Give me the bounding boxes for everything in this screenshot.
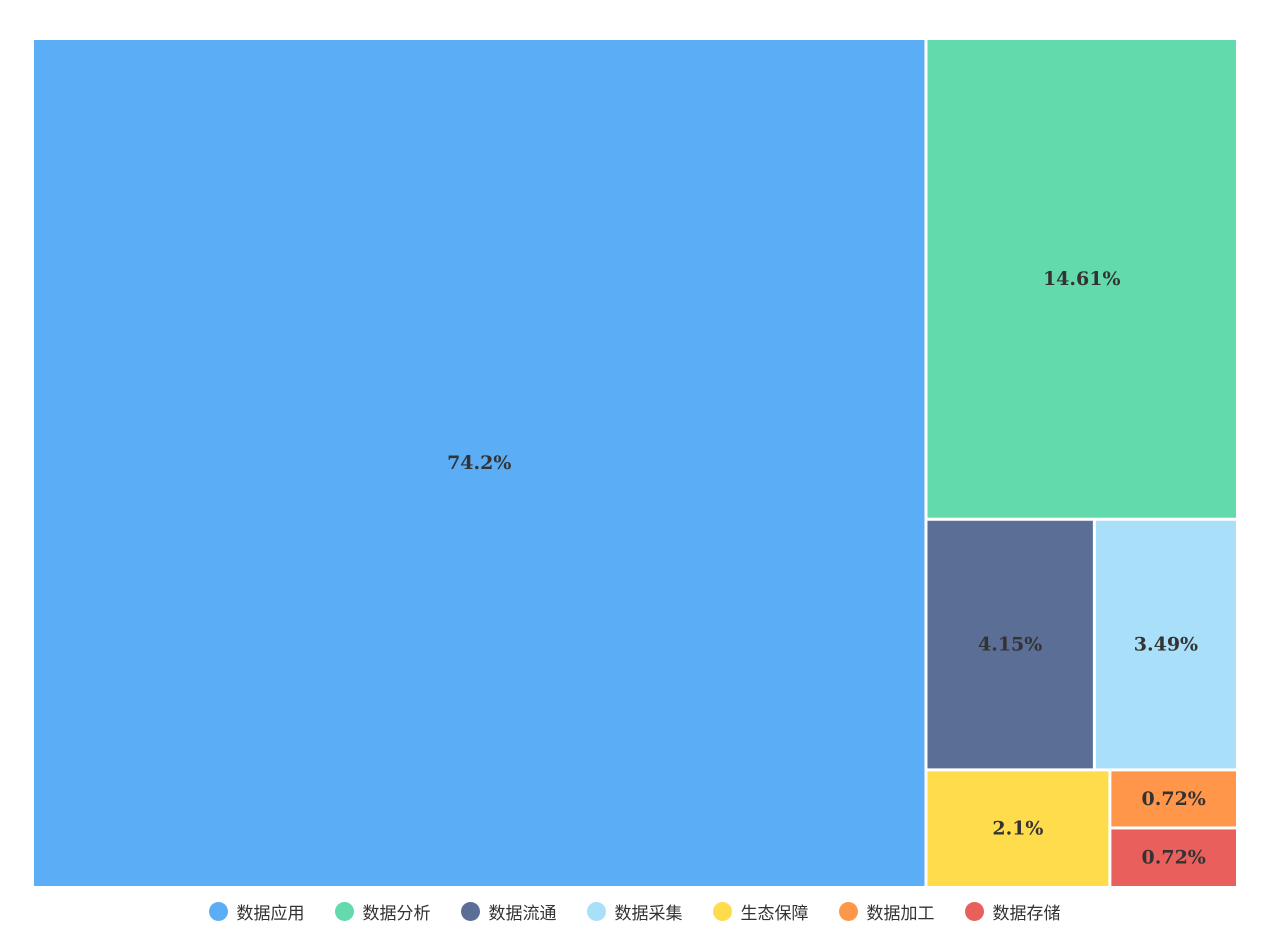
treemap-label-5: 2.1%: [992, 818, 1043, 840]
treemap-tile-1[interactable]: [34, 40, 925, 886]
treemap-label-7: 0.72%: [1142, 847, 1206, 869]
treemap-labels: 74.2% 14.61% 4.15% 3.49% 2.1% 0.72% 0.72%: [447, 268, 1206, 869]
treemap-label-2: 14.61%: [1043, 268, 1121, 290]
treemap-tile-6[interactable]: [1111, 771, 1236, 827]
legend-item-7[interactable]: 数据存储: [964, 899, 1061, 924]
legend-label: 数据应用: [236, 903, 305, 924]
treemap-tile-3[interactable]: [927, 520, 1093, 769]
treemap-label-1: 74.2%: [447, 452, 511, 474]
legend-item-4[interactable]: 数据采集: [586, 899, 683, 924]
legend-dot-icon: [586, 901, 606, 921]
treemap-tiles: [34, 40, 1236, 886]
legend-label: 数据存储: [992, 903, 1061, 924]
legend-item-6[interactable]: 数据加工: [838, 899, 935, 924]
legend: 数据应用 数据分析 数据流通 数据采集 生态保障 数据加工 数据存储: [0, 897, 1269, 925]
legend-dot-icon: [460, 901, 480, 921]
legend-item-2[interactable]: 数据分析: [334, 899, 431, 924]
legend-dot-icon: [712, 901, 732, 921]
legend-dot-icon: [334, 901, 354, 921]
treemap-label-3: 4.15%: [978, 634, 1042, 656]
treemap-label-4: 3.49%: [1134, 634, 1198, 656]
legend-dot-icon: [838, 901, 858, 921]
treemap-tile-4[interactable]: [1095, 520, 1236, 769]
legend-dot-icon: [208, 901, 228, 921]
legend-label: 数据分析: [362, 903, 431, 924]
legend-item-5[interactable]: 生态保障: [712, 899, 809, 924]
treemap-tile-2[interactable]: [927, 40, 1236, 518]
legend-item-3[interactable]: 数据流通: [460, 899, 557, 924]
legend-label: 生态保障: [740, 903, 809, 924]
legend-dot-icon: [964, 901, 984, 921]
treemap-label-6: 0.72%: [1142, 788, 1206, 810]
legend-item-1[interactable]: 数据应用: [208, 899, 305, 924]
treemap-tile-7[interactable]: [1111, 829, 1236, 886]
legend-label: 数据加工: [866, 903, 935, 924]
treemap-tile-5[interactable]: [927, 771, 1109, 886]
legend-label: 数据流通: [488, 903, 557, 924]
legend-label: 数据采集: [614, 903, 683, 924]
